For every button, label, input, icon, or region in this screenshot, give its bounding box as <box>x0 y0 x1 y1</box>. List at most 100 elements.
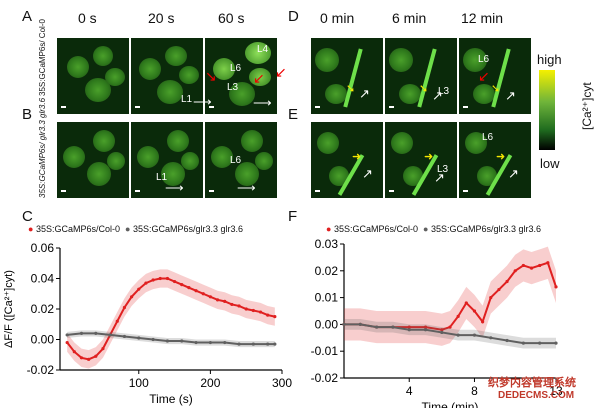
y-tick-label: 0.06 <box>31 241 55 255</box>
data-point <box>180 339 184 343</box>
y-tick-label: -0.02 <box>311 371 339 385</box>
arrow-icon: ↗ <box>505 88 516 103</box>
red-arrow-icon: ↙ <box>253 70 265 86</box>
x-axis-label: Time (s) <box>149 392 193 406</box>
red-arrow-icon: ↙ <box>275 64 287 80</box>
image-b-60s <box>205 122 277 198</box>
data-point <box>137 287 141 291</box>
legend-swatch-col0: ● <box>326 224 332 234</box>
series-line <box>344 323 556 345</box>
data-point <box>251 342 255 346</box>
error-band <box>344 246 556 346</box>
data-point <box>87 357 91 361</box>
data-point <box>258 310 263 314</box>
data-point <box>151 337 155 342</box>
yellow-arrow-icon: ➜ <box>352 151 362 163</box>
chart-f: -0.02 -0.01 0.00 0.01 0.02 0.03 4 8 13 Time (min) <box>311 238 563 408</box>
data-point <box>208 340 212 345</box>
data-point <box>423 325 428 329</box>
arrow-icon: ⟶ <box>165 180 184 195</box>
data-point <box>546 261 550 265</box>
x-tick-label: 8 <box>471 384 478 398</box>
row-label-glr: 35S:GCaMP6s/ glr3.3 glr3.6 <box>38 97 47 198</box>
data-point <box>423 328 428 332</box>
data-point <box>158 276 162 281</box>
arrow-icon: ⟶ <box>253 95 272 110</box>
leaf-label-a-l4: L4 <box>257 44 269 55</box>
data-point <box>448 325 452 329</box>
arrow-icon: ↗ <box>508 166 519 181</box>
image-a-60s <box>205 38 277 114</box>
leaf-label-e-l6: L6 <box>482 132 494 143</box>
red-arrow-icon: ↘ <box>205 68 217 84</box>
legend-label-glr: 35S:GCaMP6s/glr3.3 glr3.6 <box>430 224 542 234</box>
data-point <box>472 333 477 337</box>
data-point <box>342 322 346 326</box>
legend-swatch-col0: ● <box>28 224 34 234</box>
panel-label-b: B <box>22 106 33 123</box>
data-point <box>137 336 141 340</box>
leaf-label-b-l1: L1 <box>156 172 168 183</box>
data-point <box>79 331 84 335</box>
data-point <box>554 341 558 345</box>
watermark-line2: DEDECMS.COM <box>498 390 575 401</box>
data-point <box>65 340 69 345</box>
leaf-label-a-l3: L3 <box>227 82 239 93</box>
colorbar-high-label: high <box>537 52 562 67</box>
data-point <box>538 263 542 268</box>
data-point <box>251 308 255 313</box>
image-d-6min <box>385 38 457 114</box>
time-header-6min: 6 min <box>392 10 427 26</box>
y-tick-label: 0.04 <box>31 272 55 286</box>
data-point <box>456 333 460 337</box>
y-tick-label: 0.00 <box>31 333 55 347</box>
data-point <box>108 333 112 337</box>
panel-label-f: F <box>288 208 298 225</box>
data-point <box>223 340 227 345</box>
data-point <box>358 322 362 326</box>
data-point <box>115 319 119 323</box>
data-point <box>130 295 134 299</box>
leaf-label-d-l6: L6 <box>478 54 490 65</box>
data-point <box>187 286 191 290</box>
x-tick-label: 100 <box>129 376 149 390</box>
legend-label-col0: 35S:GCaMP6s/Col-0 <box>333 224 418 234</box>
data-point <box>172 279 177 284</box>
image-d-0min <box>311 38 383 114</box>
arrow-icon: ⟶ <box>193 94 212 109</box>
data-point <box>165 339 170 343</box>
arrow-icon: ↗ <box>434 170 445 185</box>
data-point <box>65 333 69 337</box>
x-tick-label: 4 <box>406 384 413 398</box>
data-point <box>464 301 468 305</box>
arrow-icon: ↗ <box>432 88 443 103</box>
image-e-0min <box>311 122 383 198</box>
data-point <box>529 266 534 270</box>
legend-label-glr: 35S:GCaMP6s/glr3.3 glr3.6 <box>132 224 244 234</box>
colorbar-low-label: low <box>540 156 560 171</box>
data-point <box>505 338 509 343</box>
yellow-arrow-icon: ➘ <box>419 83 429 95</box>
data-point <box>144 281 148 285</box>
y-tick-label: 0.03 <box>315 238 339 251</box>
y-tick-label: -0.02 <box>27 363 55 377</box>
data-point <box>505 279 509 284</box>
image-e-6min <box>385 122 457 198</box>
image-a-20s <box>131 38 203 114</box>
x-tick-label: 200 <box>200 376 220 390</box>
x-axis-label: Time (min) <box>422 400 479 408</box>
data-point <box>94 331 98 335</box>
legend-swatch-glr: ● <box>423 224 429 234</box>
data-point <box>122 334 127 339</box>
data-point <box>375 325 379 329</box>
legend-label-col0: 35S:GCaMP6s/Col-0 <box>35 224 120 234</box>
time-header-60s: 60 s <box>218 10 245 26</box>
data-point <box>489 336 493 340</box>
data-point <box>237 342 241 346</box>
y-tick-label: 0.02 <box>315 264 339 278</box>
panel-label-d: D <box>288 8 299 25</box>
data-point <box>223 299 227 303</box>
data-point <box>521 263 525 268</box>
chart-c: -0.02 0.00 0.02 0.04 0.06 100 200 300 Time (s) ΔF… <box>3 241 292 406</box>
data-point <box>481 320 485 324</box>
